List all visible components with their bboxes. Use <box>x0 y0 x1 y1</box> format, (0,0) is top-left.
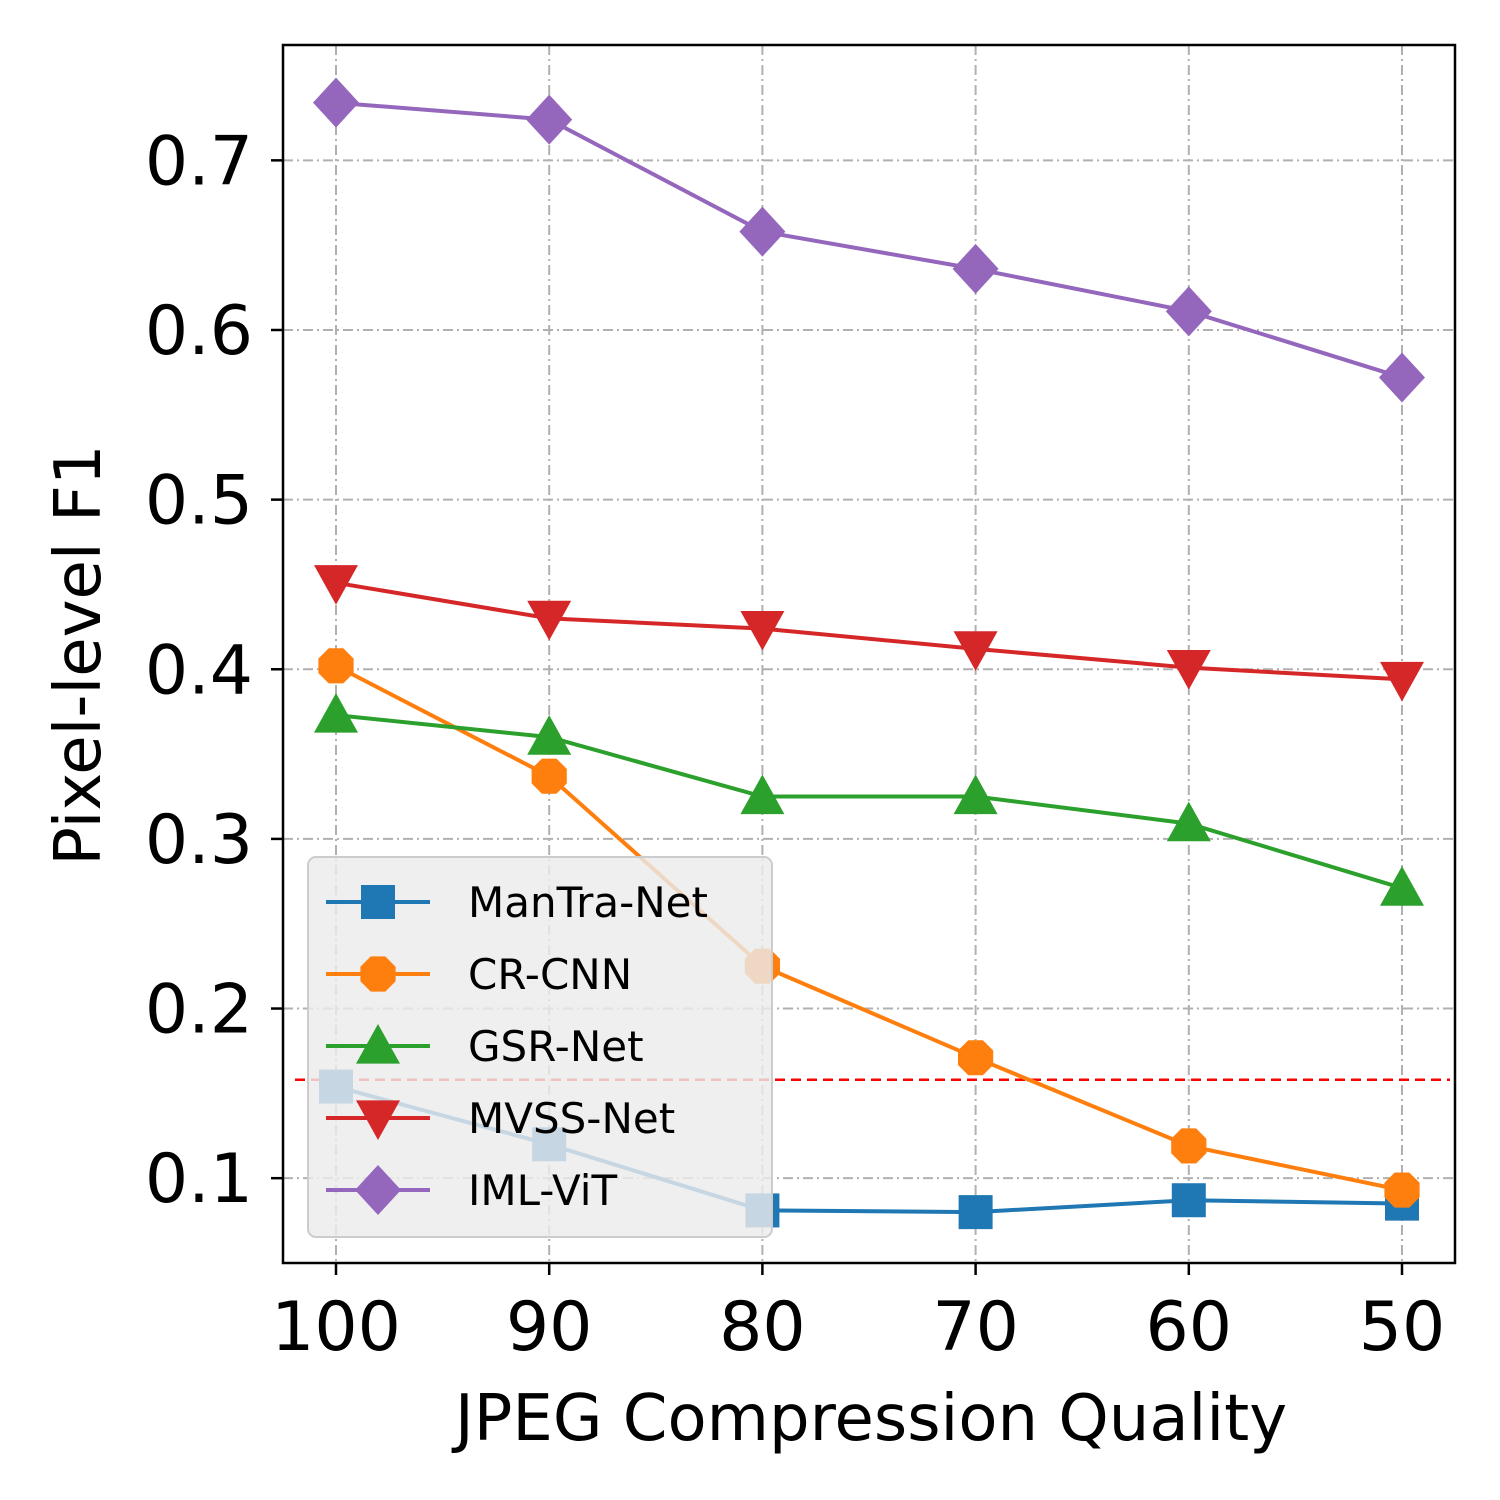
y-tick-label: 0.2 <box>145 971 253 1050</box>
x-tick-label: 80 <box>719 1288 806 1367</box>
y-tick-label: 0.5 <box>145 462 253 541</box>
legend-label: ManTra-Net <box>468 878 708 927</box>
data-point <box>527 600 572 641</box>
series-line <box>335 580 1403 682</box>
legend-item: IML-ViT <box>326 1165 617 1215</box>
legend-marker <box>360 956 396 992</box>
legend-item: CR-CNN <box>326 950 632 999</box>
data-point <box>1379 352 1425 403</box>
y-tick-label: 0.1 <box>145 1140 253 1219</box>
legend-label: GSR-Net <box>468 1022 644 1071</box>
data-point <box>318 648 354 684</box>
x-tick-label: 100 <box>271 1288 401 1367</box>
data-point <box>953 631 998 671</box>
data-point <box>739 206 786 257</box>
plot-frame <box>281 43 1457 1265</box>
data-point <box>527 715 572 755</box>
legend-label: MVSS-Net <box>468 1094 675 1143</box>
series-mvss-net <box>314 565 1424 702</box>
data-point <box>314 565 358 605</box>
data-point <box>740 610 785 651</box>
data-point <box>1380 866 1424 906</box>
x-axis-label: JPEG Compression Quality <box>451 1382 1287 1456</box>
x-tick-label: 50 <box>1359 1288 1446 1367</box>
data-point <box>314 693 358 733</box>
legend-marker <box>361 885 395 919</box>
legend-label: IML-ViT <box>468 1166 617 1215</box>
data-point <box>740 774 785 815</box>
data-point <box>1384 1172 1420 1208</box>
series-line <box>335 713 1403 891</box>
series-gsr-net <box>314 693 1424 906</box>
data-point <box>1171 1128 1207 1164</box>
x-tick-label: 60 <box>1146 1288 1233 1367</box>
legend-marker <box>356 1024 400 1064</box>
series-iml-vit <box>313 77 1425 403</box>
x-tick-label: 70 <box>932 1288 1019 1367</box>
y-tick-label: 0.7 <box>145 122 253 201</box>
data-point <box>1166 649 1211 690</box>
data-point <box>313 77 359 128</box>
data-point <box>526 94 573 145</box>
legend-item: ManTra-Net <box>326 878 708 927</box>
x-tick-label: 90 <box>506 1288 593 1367</box>
data-point <box>1166 801 1211 842</box>
data-point <box>1165 286 1212 337</box>
y-tick-label: 0.3 <box>145 801 253 880</box>
series-line <box>335 100 1403 380</box>
legend: ManTra-Net CR-CNN GSR-Net MVSS-Net IML-ViT <box>307 856 773 1238</box>
series-line <box>335 664 1403 1193</box>
data-point <box>1380 661 1424 702</box>
data-point <box>953 774 998 815</box>
legend-item: MVSS-Net <box>326 1094 675 1143</box>
data-point <box>958 1195 993 1230</box>
legend-item: GSR-Net <box>326 1022 644 1071</box>
legend-label: CR-CNN <box>468 950 632 999</box>
y-tick-label: 0.6 <box>145 292 253 371</box>
data-point <box>958 1040 994 1076</box>
legend-marker <box>356 1100 400 1140</box>
legend-box <box>307 856 773 1238</box>
legend-marker <box>355 1165 401 1215</box>
data-point <box>952 243 999 294</box>
data-point <box>1171 1183 1206 1218</box>
data-point <box>531 758 567 794</box>
y-tick-label: 0.4 <box>145 631 253 710</box>
y-axis-label: Pixel-level F1 <box>42 444 116 865</box>
